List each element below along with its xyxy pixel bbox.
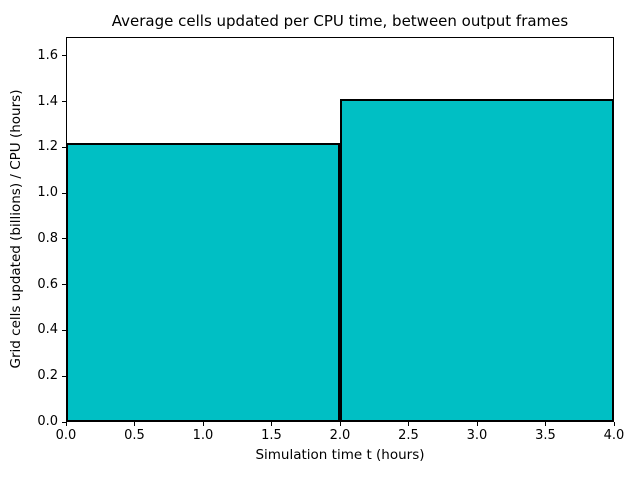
y-axis-label: Grid cells updated (billions) / CPU (hou… [8,89,24,369]
x-tick-label: 0.0 [55,428,77,443]
y-tick-mark [62,146,66,148]
x-tick-mark [408,422,409,426]
y-tick-mark [62,375,66,377]
x-tick-label: 4.0 [603,428,625,443]
x-tick-mark [134,422,135,426]
x-tick-mark [476,422,478,426]
x-tick-label: 1.5 [261,428,282,443]
y-tick-label: 1.0 [37,185,58,201]
x-tick-mark [202,422,204,426]
x-tick-label: 3.5 [535,428,556,443]
y-tick-mark [62,192,66,194]
histogram-bar [66,142,340,422]
x-tick-mark [65,422,67,426]
chart-title: Average cells updated per CPU time, betw… [111,12,569,30]
x-tick-mark [545,422,546,426]
y-tick-mark [62,238,66,240]
y-tick-label: 0.2 [37,368,58,384]
y-tick-mark [62,329,66,331]
y-tick-mark [62,284,66,286]
y-tick-label: 0.0 [37,414,58,429]
y-tick-label: 1.6 [37,47,58,63]
x-tick-label: 3.0 [466,428,488,443]
x-tick-mark [613,422,615,426]
y-tick-label: 1.2 [37,139,58,155]
y-tick-label: 0.6 [37,276,58,292]
x-tick-mark [339,422,341,426]
histogram-bar [340,99,614,422]
y-tick-mark [62,55,66,57]
x-axis-label: Simulation time t (hours) [255,447,425,463]
y-tick-label: 0.4 [37,322,58,338]
x-tick-label: 2.5 [398,428,419,443]
x-tick-label: 1.0 [192,428,214,443]
y-tick-label: 1.4 [37,93,58,109]
x-tick-label: 2.0 [329,428,351,443]
y-tick-label: 0.8 [37,230,58,246]
y-tick-mark [62,101,66,103]
y-tick-mark [62,421,66,423]
x-tick-mark [271,422,272,426]
x-tick-label: 0.5 [124,428,145,443]
